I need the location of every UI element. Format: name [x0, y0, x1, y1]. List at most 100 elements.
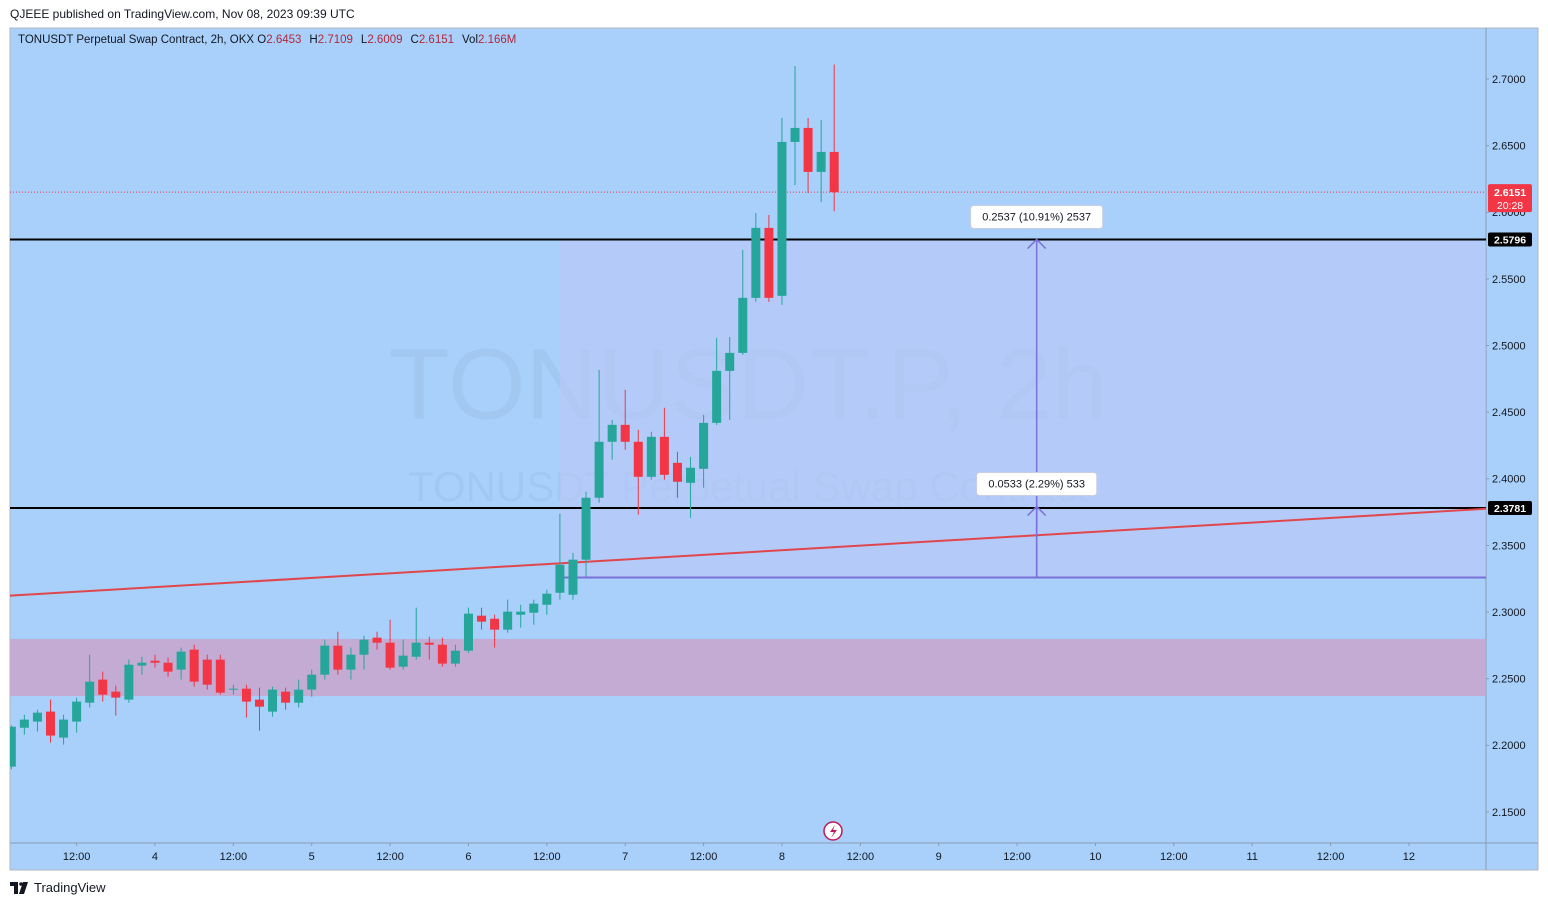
candle-body [659, 436, 669, 475]
y-tick-label: 2.3000 [1492, 607, 1526, 619]
chart-background [9, 27, 1539, 871]
y-tick-label: 2.5500 [1492, 274, 1526, 286]
x-tick-label: 12 [1403, 851, 1415, 863]
legend-value: 2.166M [478, 34, 517, 46]
legend: TONUSDT Perpetual Swap Contract, 2h, OKX… [18, 34, 524, 46]
x-tick-label: 9 [936, 851, 942, 863]
candle-body [346, 654, 356, 670]
footer: TradingView [10, 880, 106, 895]
candle-body [712, 370, 722, 423]
legend-label: H [309, 34, 318, 46]
brand: TradingView [34, 880, 106, 895]
y-tick-label: 2.7000 [1492, 74, 1526, 86]
x-tick-label: 4 [152, 851, 158, 863]
y-tick-label: 2.4000 [1492, 474, 1526, 486]
candle-body [751, 227, 761, 298]
candle-body [581, 497, 591, 560]
candle-body [228, 688, 238, 690]
legend-value: 2.6151 [418, 34, 455, 46]
x-tick-label: 12:00 [1003, 851, 1031, 863]
last-price-tag [1488, 184, 1532, 213]
candle-body [254, 699, 264, 707]
candle-body [10, 726, 16, 767]
candle-body [672, 462, 682, 482]
price-tag [1488, 500, 1532, 515]
x-tick-label: 12:00 [376, 851, 404, 863]
candle-body [790, 127, 800, 142]
candle-body [699, 422, 709, 469]
last-price-label: 2.6151 [1494, 187, 1526, 199]
candle-body [72, 701, 82, 722]
candle-body [111, 691, 121, 698]
candle-body [19, 719, 29, 728]
candle-body [463, 613, 473, 651]
y-tick-label: 2.4500 [1492, 407, 1526, 419]
y-tick-label: 2.6500 [1492, 141, 1526, 153]
candle-body [503, 611, 513, 630]
legend-label: L [360, 34, 368, 46]
candle-body [85, 681, 95, 703]
legend-value: 2.6009 [367, 34, 403, 46]
candle-body [59, 719, 69, 738]
x-tick-label: 12:00 [690, 851, 718, 863]
y-tick-label: 2.2000 [1492, 740, 1526, 752]
y-tick-label: 2.2500 [1492, 674, 1526, 686]
candle-body [124, 664, 134, 700]
candle-body [137, 662, 147, 666]
countdown: 20:28 [1497, 200, 1523, 212]
candle-body [450, 650, 460, 664]
measure-label-box [970, 204, 1104, 229]
y-tick-label: 2.3500 [1492, 540, 1526, 552]
published-note: QJEEE published on TradingView.com, Nov … [10, 7, 355, 21]
x-tick-label: 12:00 [1317, 851, 1345, 863]
measure-label: 0.2537 (10.91%) 2537 [982, 211, 1091, 223]
x-tick-label: 7 [622, 851, 628, 863]
candle-body [437, 644, 447, 664]
candle-body [816, 151, 826, 172]
measure-label-box [976, 472, 1098, 497]
legend-label: C [410, 34, 419, 46]
candle-body [411, 642, 421, 657]
x-tick-label: 12:00 [533, 851, 561, 863]
candle-body [45, 711, 55, 736]
candle-body [738, 297, 748, 353]
candle-body [516, 611, 526, 615]
x-tick-label: 12:00 [220, 851, 248, 863]
candle-body [529, 603, 539, 613]
candle-body [32, 712, 42, 722]
candle-body [594, 441, 604, 498]
x-tick-label: 8 [779, 851, 785, 863]
candle-body [215, 659, 225, 693]
candle-body [829, 151, 839, 193]
x-tick-label: 10 [1089, 851, 1101, 863]
candle-body [686, 467, 696, 483]
candle-body [803, 127, 813, 172]
candle-body [320, 645, 330, 675]
symbol-title: TONUSDT Perpetual Swap Contract, 2h, OKX [18, 34, 255, 46]
price-tag-label: 2.5796 [1494, 234, 1526, 246]
candle-body [163, 662, 173, 672]
legend-label: O [257, 34, 267, 46]
candle-body [620, 424, 630, 442]
measure-arrow-head [1027, 505, 1047, 517]
candle-body [333, 645, 343, 670]
x-tick-label: 12:00 [1160, 851, 1188, 863]
candle-body [281, 691, 291, 703]
candle-body [777, 141, 787, 296]
candle-body [202, 659, 212, 685]
legend-value: 2.6453 [266, 34, 302, 46]
price-tag-label: 2.3781 [1494, 503, 1526, 515]
event-icon-bolt [830, 825, 837, 838]
x-tick-label: 6 [465, 851, 471, 863]
x-tick-label: 11 [1246, 851, 1257, 863]
candle-body [359, 639, 369, 655]
candle-body [176, 651, 186, 670]
price-tag [1488, 232, 1532, 247]
x-tick-label: 5 [309, 851, 315, 863]
x-tick-label: 12:00 [63, 851, 91, 863]
zone [10, 638, 1486, 697]
candle-body [268, 689, 278, 712]
trendline [10, 507, 1486, 597]
candle-body [764, 227, 774, 298]
